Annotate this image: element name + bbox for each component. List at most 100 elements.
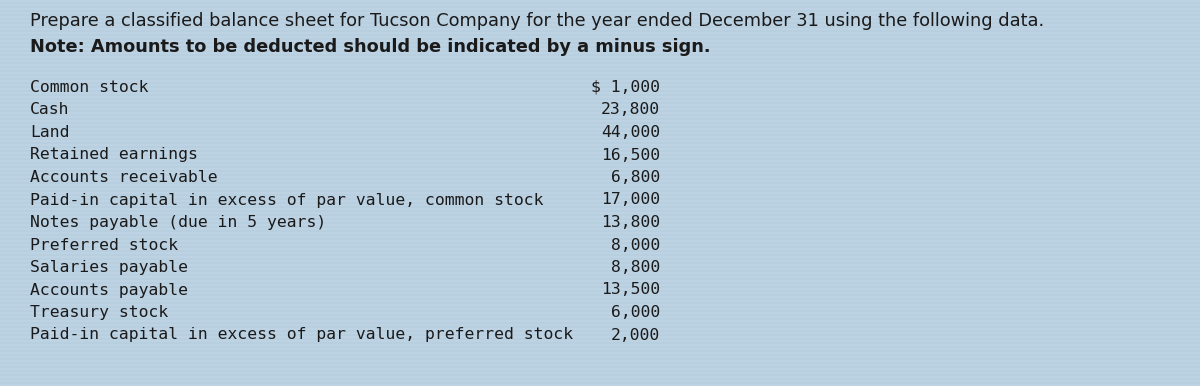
- Bar: [0, 164, 1200, 166]
- Bar: [0, 296, 1200, 298]
- Bar: [0, 196, 1200, 198]
- Bar: [0, 108, 1200, 110]
- Bar: [0, 380, 1200, 382]
- Bar: [0, 256, 1200, 258]
- Bar: [0, 100, 1200, 102]
- Text: 16,500: 16,500: [601, 147, 660, 163]
- Bar: [0, 24, 1200, 26]
- Bar: [0, 300, 1200, 302]
- Bar: [0, 136, 1200, 138]
- Bar: [0, 260, 1200, 262]
- Bar: [0, 180, 1200, 182]
- Bar: [0, 360, 1200, 362]
- Text: Cash: Cash: [30, 103, 70, 117]
- Bar: [0, 64, 1200, 66]
- Bar: [0, 236, 1200, 238]
- Bar: [0, 220, 1200, 222]
- Text: Common stock: Common stock: [30, 80, 149, 95]
- Bar: [0, 12, 1200, 14]
- Bar: [0, 20, 1200, 22]
- Bar: [0, 200, 1200, 202]
- Bar: [0, 60, 1200, 62]
- Bar: [0, 372, 1200, 374]
- Bar: [0, 32, 1200, 34]
- Text: Prepare a classified balance sheet for Tucson Company for the year ended Decembe: Prepare a classified balance sheet for T…: [30, 12, 1044, 30]
- Bar: [0, 56, 1200, 58]
- Bar: [0, 44, 1200, 46]
- Bar: [0, 92, 1200, 94]
- Bar: [0, 188, 1200, 190]
- Bar: [0, 128, 1200, 130]
- Bar: [0, 232, 1200, 234]
- Text: 8,800: 8,800: [611, 260, 660, 275]
- Bar: [0, 192, 1200, 194]
- Bar: [0, 288, 1200, 290]
- Bar: [0, 120, 1200, 122]
- Text: Note: Amounts to be deducted should be indicated by a minus sign.: Note: Amounts to be deducted should be i…: [30, 38, 710, 56]
- Bar: [0, 276, 1200, 278]
- Bar: [0, 332, 1200, 334]
- Bar: [0, 204, 1200, 206]
- Bar: [0, 284, 1200, 286]
- Bar: [0, 280, 1200, 282]
- Bar: [0, 96, 1200, 98]
- Bar: [0, 28, 1200, 30]
- Text: Treasury stock: Treasury stock: [30, 305, 168, 320]
- Bar: [0, 356, 1200, 358]
- Bar: [0, 132, 1200, 134]
- Bar: [0, 272, 1200, 274]
- Text: $ 1,000: $ 1,000: [590, 80, 660, 95]
- Bar: [0, 168, 1200, 170]
- Bar: [0, 176, 1200, 178]
- Bar: [0, 308, 1200, 310]
- Bar: [0, 84, 1200, 86]
- Bar: [0, 48, 1200, 50]
- Bar: [0, 252, 1200, 254]
- Bar: [0, 376, 1200, 378]
- Text: Land: Land: [30, 125, 70, 140]
- Text: Retained earnings: Retained earnings: [30, 147, 198, 163]
- Text: 6,000: 6,000: [611, 305, 660, 320]
- Bar: [0, 312, 1200, 314]
- Bar: [0, 152, 1200, 154]
- Text: Preferred stock: Preferred stock: [30, 237, 178, 252]
- Bar: [0, 328, 1200, 330]
- Bar: [0, 80, 1200, 82]
- Bar: [0, 216, 1200, 218]
- Bar: [0, 344, 1200, 346]
- Bar: [0, 156, 1200, 158]
- Text: 8,000: 8,000: [611, 237, 660, 252]
- Text: Salaries payable: Salaries payable: [30, 260, 188, 275]
- Bar: [0, 340, 1200, 342]
- Bar: [0, 40, 1200, 42]
- Bar: [0, 88, 1200, 90]
- Text: 13,800: 13,800: [601, 215, 660, 230]
- Bar: [0, 76, 1200, 78]
- Bar: [0, 124, 1200, 126]
- Bar: [0, 0, 1200, 2]
- Text: 44,000: 44,000: [601, 125, 660, 140]
- Bar: [0, 8, 1200, 10]
- Bar: [0, 212, 1200, 214]
- Bar: [0, 268, 1200, 270]
- Bar: [0, 68, 1200, 70]
- Bar: [0, 224, 1200, 226]
- Bar: [0, 16, 1200, 18]
- Bar: [0, 116, 1200, 118]
- Text: Accounts receivable: Accounts receivable: [30, 170, 217, 185]
- Bar: [0, 36, 1200, 38]
- Bar: [0, 324, 1200, 326]
- Bar: [0, 144, 1200, 146]
- Bar: [0, 364, 1200, 366]
- Bar: [0, 160, 1200, 162]
- Bar: [0, 368, 1200, 370]
- Bar: [0, 292, 1200, 294]
- Text: 23,800: 23,800: [601, 103, 660, 117]
- Bar: [0, 228, 1200, 230]
- Bar: [0, 244, 1200, 246]
- Bar: [0, 112, 1200, 114]
- Bar: [0, 52, 1200, 54]
- Bar: [0, 140, 1200, 142]
- Bar: [0, 336, 1200, 338]
- Bar: [0, 172, 1200, 174]
